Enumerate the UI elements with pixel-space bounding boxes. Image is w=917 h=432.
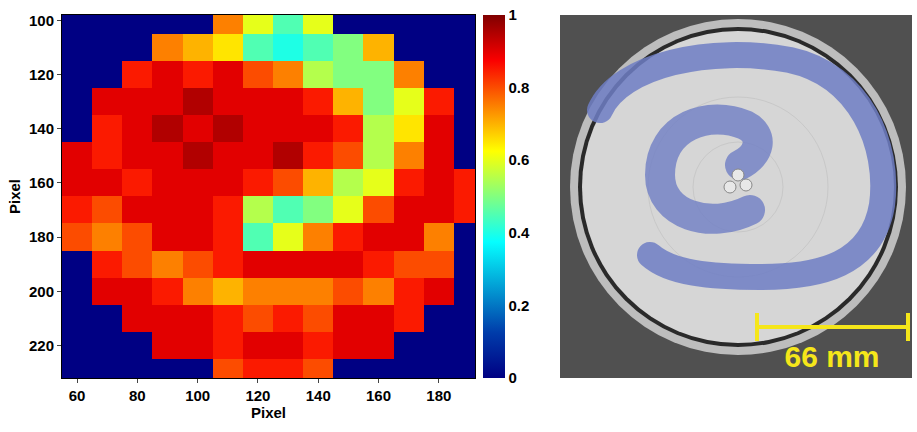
svg-text:Pixel: Pixel <box>251 404 286 421</box>
svg-text:120: 120 <box>29 66 54 83</box>
svg-text:0.8: 0.8 <box>509 79 530 96</box>
svg-text:160: 160 <box>29 174 54 191</box>
svg-text:1: 1 <box>509 6 517 23</box>
svg-text:160: 160 <box>366 387 391 404</box>
svg-text:100: 100 <box>185 387 210 404</box>
svg-text:0.2: 0.2 <box>509 297 530 314</box>
svg-text:140: 140 <box>29 120 54 137</box>
svg-text:66 mm: 66 mm <box>784 340 879 373</box>
svg-text:140: 140 <box>306 387 331 404</box>
svg-text:120: 120 <box>245 387 270 404</box>
svg-text:80: 80 <box>129 387 146 404</box>
svg-text:0: 0 <box>509 369 517 386</box>
svg-text:220: 220 <box>29 337 54 354</box>
svg-text:180: 180 <box>426 387 451 404</box>
svg-text:200: 200 <box>29 283 54 300</box>
svg-text:0.6: 0.6 <box>509 151 530 168</box>
svg-text:Pixel: Pixel <box>6 179 23 214</box>
svg-text:180: 180 <box>29 228 54 245</box>
svg-text:0.4: 0.4 <box>509 224 531 241</box>
svg-text:100: 100 <box>29 12 54 29</box>
svg-text:60: 60 <box>69 387 86 404</box>
